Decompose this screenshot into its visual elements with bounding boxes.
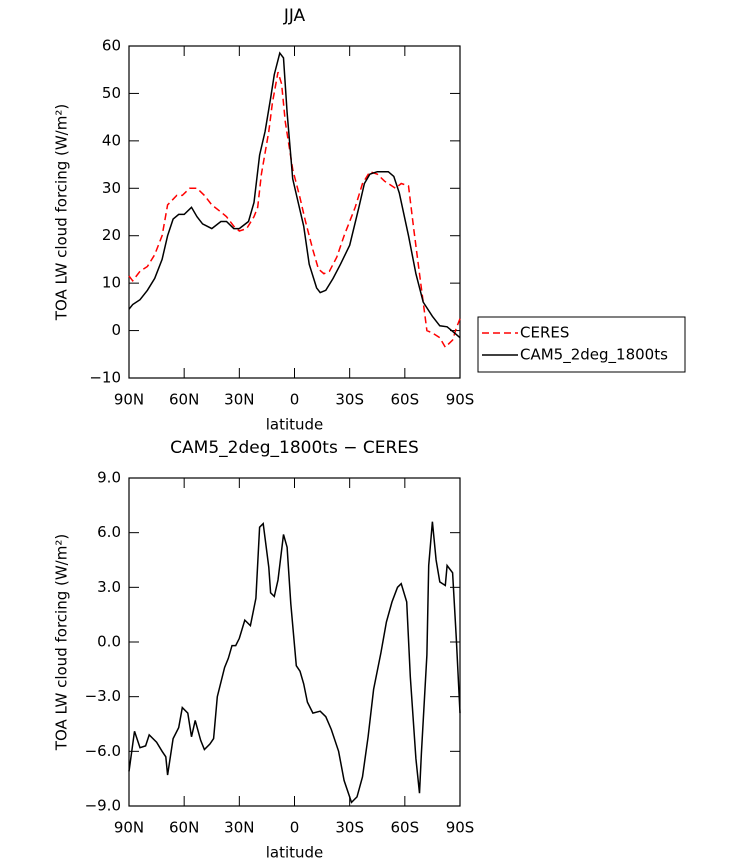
y-tick-label: 9.0 xyxy=(97,469,121,487)
y-tick-label: −9.0 xyxy=(85,797,121,815)
legend-label: CERES xyxy=(520,324,569,342)
x-tick-label: 60S xyxy=(391,391,420,409)
y-tick-label: −10 xyxy=(89,369,121,387)
y-tick-label: 20 xyxy=(102,226,121,244)
x-tick-label: 30N xyxy=(224,819,254,837)
x-tick-label: 60N xyxy=(169,391,199,409)
y-tick-label: −3.0 xyxy=(85,687,121,705)
chart-title: CAM5_2deg_1800ts − CERES xyxy=(170,438,419,458)
x-tick-label: 90N xyxy=(114,819,144,837)
x-tick-label: 30S xyxy=(335,819,364,837)
y-tick-label: 30 xyxy=(102,179,121,197)
y-tick-label: 40 xyxy=(102,131,121,149)
x-tick-label: 30S xyxy=(335,391,364,409)
x-tick-label: 90S xyxy=(446,391,475,409)
y-tick-label: 0 xyxy=(111,321,121,339)
x-axis-label: latitude xyxy=(266,844,324,862)
x-tick-label: 0 xyxy=(290,391,300,409)
x-tick-label: 60S xyxy=(391,819,420,837)
y-tick-label: 10 xyxy=(102,274,121,292)
y-tick-label: 60 xyxy=(102,37,121,55)
data-line xyxy=(128,71,461,349)
y-tick-label: 0.0 xyxy=(97,633,121,651)
x-tick-label: 90N xyxy=(114,391,144,409)
y-tick-label: 50 xyxy=(102,84,121,102)
y-tick-label: 3.0 xyxy=(97,578,121,596)
x-tick-label: 0 xyxy=(290,819,300,837)
x-tick-label: 60N xyxy=(169,819,199,837)
x-axis-label: latitude xyxy=(266,416,324,434)
legend-box xyxy=(477,316,686,373)
data-line xyxy=(128,521,461,804)
chart-title: JJA xyxy=(283,6,306,26)
data-line xyxy=(128,51,461,339)
plot-frame xyxy=(128,45,461,379)
x-tick-label: 30N xyxy=(224,391,254,409)
y-axis-label: TOA LW cloud forcing (W/m²) xyxy=(53,104,71,321)
y-tick-label: 6.0 xyxy=(97,523,121,541)
y-tick-label: −6.0 xyxy=(85,742,121,760)
y-axis-label: TOA LW cloud forcing (W/m²) xyxy=(53,534,71,751)
legend-label: CAM5_2deg_1800ts xyxy=(520,346,668,365)
x-tick-label: 90S xyxy=(446,819,475,837)
